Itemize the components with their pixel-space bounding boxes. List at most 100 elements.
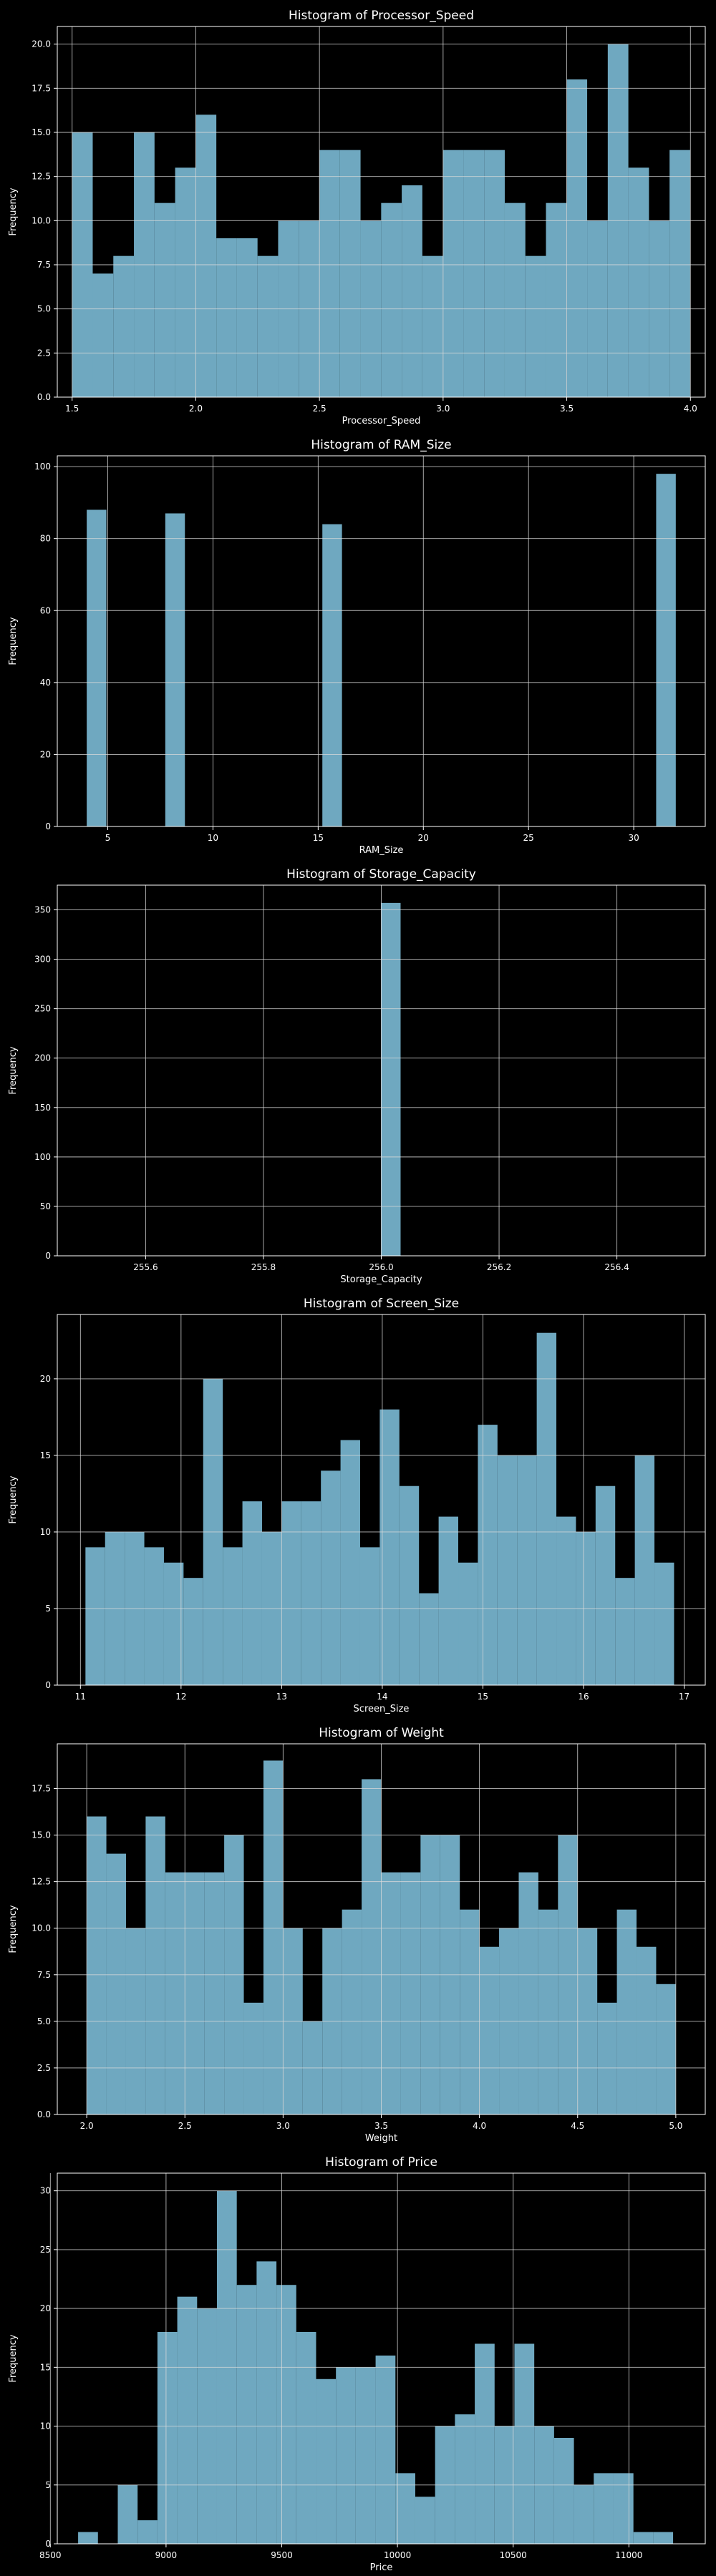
x-tick-label: 5.0 xyxy=(669,2121,682,2131)
histogram-bar xyxy=(395,2473,415,2544)
plot-frame xyxy=(57,455,706,827)
histogram-bar xyxy=(165,513,185,826)
y-tick-label: 12.5 xyxy=(32,172,51,182)
chart-title: Histogram of RAM_Size xyxy=(311,438,451,452)
y-tick-label: 0 xyxy=(45,2539,51,2549)
histogram-bar xyxy=(144,1547,164,1685)
histogram-bar xyxy=(256,2261,277,2544)
chart-title: Histogram of Processor_Speed xyxy=(289,9,474,23)
histogram-bar xyxy=(321,1470,341,1685)
x-tick-label: 255.6 xyxy=(133,1262,158,1272)
histogram-bar xyxy=(484,150,505,397)
histogram-bar xyxy=(281,1501,301,1685)
histogram-bar xyxy=(415,2497,435,2544)
x-tick-label: 2.0 xyxy=(80,2121,94,2131)
histogram-bar xyxy=(634,1455,655,1685)
x-axis-label: RAM_Size xyxy=(359,845,404,856)
histogram-bar xyxy=(236,238,258,397)
histogram-bar xyxy=(175,167,196,398)
histogram-chart-3: Histogram of Storage_Capacity 255.6 255.8 2… xyxy=(8,867,706,1285)
plot-frame xyxy=(57,1743,706,2115)
y-tick-label: 100 xyxy=(34,462,51,472)
histogram-bar xyxy=(525,255,546,397)
histogram-bar xyxy=(145,1816,165,2114)
y-axis-label: Frequency xyxy=(8,2334,19,2382)
histogram-bar xyxy=(223,1547,243,1685)
x-tick-label: 256.2 xyxy=(487,1262,511,1272)
histogram-bar xyxy=(204,1872,225,2114)
y-tick-label: 60 xyxy=(40,605,51,615)
histogram-bar xyxy=(595,1485,616,1685)
histogram-chart-1: Histogram of Processor_Speed 1.5 2.0 2.5 3.0… xyxy=(8,9,706,426)
y-tick-label: 5.0 xyxy=(37,2016,51,2026)
histogram-bar xyxy=(422,255,443,397)
x-tick-label: 9500 xyxy=(271,2550,293,2560)
y-tick-label: 40 xyxy=(40,678,51,688)
histogram-bar xyxy=(263,1760,284,2114)
histogram-bars xyxy=(87,474,676,826)
histogram-bar xyxy=(628,167,649,398)
y-tick-label: 0.0 xyxy=(37,392,51,402)
x-tick-label: 10 xyxy=(208,833,218,843)
histogram-bar xyxy=(475,2343,495,2544)
y-tick-label: 7.5 xyxy=(37,1970,51,1980)
histogram-bar xyxy=(517,1455,537,1685)
histogram-bar xyxy=(455,2414,475,2544)
y-axis-label: Frequency xyxy=(8,187,19,235)
x-tick-label: 4.0 xyxy=(473,2121,486,2131)
histogram-bar xyxy=(479,1946,500,2114)
x-tick-label: 12 xyxy=(175,1692,186,1702)
y-tick-label: 0.0 xyxy=(37,2109,51,2119)
histogram-bar xyxy=(183,1578,203,1685)
histogram-bar xyxy=(117,2484,138,2544)
histogram-bar xyxy=(438,1516,459,1685)
histogram-bar xyxy=(216,238,237,397)
histogram-bar xyxy=(656,474,676,826)
x-tick-label: 2.5 xyxy=(313,404,326,414)
x-tick-label: 3.0 xyxy=(436,404,450,414)
grid-lines xyxy=(57,456,705,827)
histogram-bar xyxy=(419,1593,439,1685)
histogram-bar xyxy=(546,203,567,397)
x-tick-label: 255.8 xyxy=(251,1262,276,1272)
histogram-bar xyxy=(478,1425,498,1685)
histogram-bar xyxy=(195,114,217,398)
histogram-bar xyxy=(154,203,175,397)
histogram-bar xyxy=(319,150,340,397)
y-tick-label: 5.0 xyxy=(37,304,51,314)
x-tick-label: 3.5 xyxy=(374,2121,388,2131)
y-tick-label: 0 xyxy=(45,821,51,831)
histogram-bar xyxy=(355,2367,376,2544)
chart-title: Histogram of Weight xyxy=(319,1726,444,1740)
histogram-bar xyxy=(340,1440,360,1685)
x-tick-label: 4.5 xyxy=(571,2121,584,2131)
x-tick-label: 10500 xyxy=(500,2550,527,2560)
x-axis-label: Screen_Size xyxy=(354,1704,410,1714)
y-tick-label: 50 xyxy=(40,1201,51,1211)
x-tick-label: 15 xyxy=(313,833,324,843)
histogram-bar xyxy=(399,1485,420,1685)
x-tick-label: 3.5 xyxy=(560,404,574,414)
x-tick-label: 256.0 xyxy=(369,1262,393,1272)
histogram-bar xyxy=(78,2532,98,2544)
y-tick-label: 20 xyxy=(40,1374,51,1384)
histogram-bar xyxy=(400,1872,421,2114)
histogram-bar xyxy=(518,1872,538,2114)
histogram-bar xyxy=(296,2332,316,2544)
x-tick-label: 9000 xyxy=(155,2550,178,2560)
y-tick-label: 300 xyxy=(34,955,51,965)
y-tick-label: 7.5 xyxy=(37,260,51,270)
histogram-bar xyxy=(497,1455,518,1685)
histogram-bar xyxy=(92,273,114,397)
histogram-bar xyxy=(242,1501,262,1685)
histogram-bar xyxy=(165,1872,185,2114)
histogram-bar xyxy=(243,2002,263,2114)
grid-lines xyxy=(57,885,705,1257)
histogram-bar xyxy=(616,1909,637,2114)
y-tick-label: 15.0 xyxy=(32,127,51,137)
histogram-bars xyxy=(381,902,401,1256)
y-tick-label: 17.5 xyxy=(32,1783,51,1793)
y-tick-label: 5 xyxy=(45,2480,51,2490)
histogram-bar xyxy=(442,150,464,397)
y-tick-label: 20 xyxy=(40,2303,51,2313)
